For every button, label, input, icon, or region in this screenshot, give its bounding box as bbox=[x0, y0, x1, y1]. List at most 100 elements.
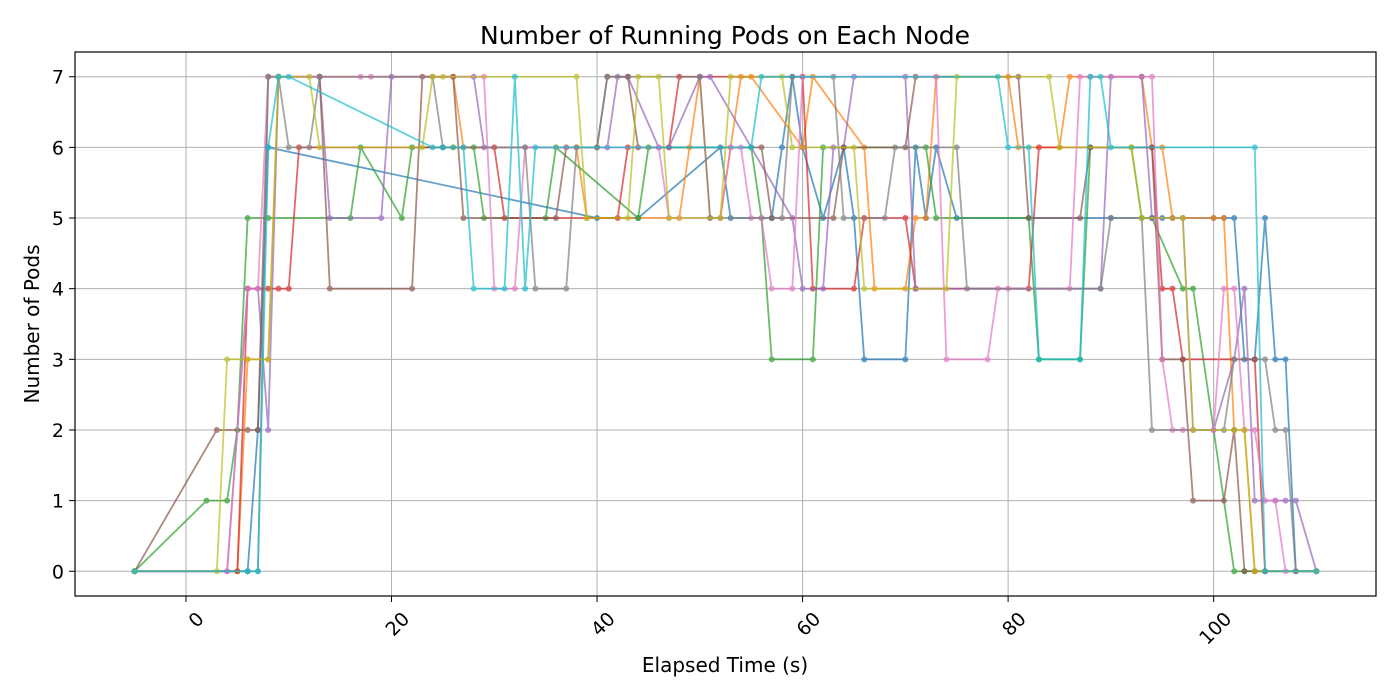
data-point bbox=[1056, 144, 1063, 151]
data-point bbox=[1097, 285, 1104, 292]
data-point bbox=[635, 215, 642, 222]
data-point bbox=[779, 215, 786, 222]
data-point bbox=[224, 497, 231, 504]
data-point bbox=[933, 215, 940, 222]
data-point bbox=[1292, 497, 1299, 504]
data-point bbox=[265, 426, 272, 433]
data-point bbox=[779, 144, 786, 151]
data-point bbox=[1077, 73, 1084, 80]
data-point bbox=[943, 285, 950, 292]
data-point bbox=[1251, 497, 1258, 504]
data-point bbox=[696, 73, 703, 80]
data-point bbox=[224, 356, 231, 363]
data-point bbox=[244, 426, 251, 433]
data-point bbox=[1179, 215, 1186, 222]
data-point bbox=[1138, 215, 1145, 222]
y-tick-label: 6 bbox=[52, 137, 64, 159]
data-point bbox=[511, 285, 518, 292]
data-point bbox=[1251, 144, 1258, 151]
data-point bbox=[809, 356, 816, 363]
data-point bbox=[265, 144, 272, 151]
data-point bbox=[1066, 73, 1073, 80]
data-point bbox=[254, 568, 261, 575]
data-point bbox=[429, 144, 436, 151]
data-point bbox=[1107, 144, 1114, 151]
data-point bbox=[624, 215, 631, 222]
data-point bbox=[1251, 426, 1258, 433]
data-point bbox=[922, 215, 929, 222]
chart-title: Number of Running Pods on Each Node bbox=[480, 21, 970, 50]
data-point bbox=[861, 285, 868, 292]
y-tick-label: 1 bbox=[52, 491, 64, 513]
data-point bbox=[1046, 73, 1053, 80]
data-point bbox=[768, 356, 775, 363]
data-point bbox=[244, 215, 251, 222]
data-point bbox=[1251, 568, 1258, 575]
data-point bbox=[727, 73, 734, 80]
data-point bbox=[840, 215, 847, 222]
data-point bbox=[583, 215, 590, 222]
data-point bbox=[254, 426, 261, 433]
data-point bbox=[1035, 144, 1042, 151]
data-point bbox=[511, 73, 518, 80]
data-point bbox=[522, 144, 529, 151]
data-point bbox=[275, 73, 282, 80]
y-tick-label: 0 bbox=[52, 561, 64, 583]
series-10 bbox=[131, 73, 1320, 575]
x-axis-label: Elapsed Time (s) bbox=[642, 653, 808, 677]
data-point bbox=[522, 285, 529, 292]
data-point bbox=[1148, 426, 1155, 433]
data-point bbox=[460, 215, 467, 222]
data-point bbox=[861, 356, 868, 363]
data-point bbox=[902, 215, 909, 222]
y-tick-label: 7 bbox=[52, 67, 64, 89]
data-point bbox=[1077, 215, 1084, 222]
data-point bbox=[604, 73, 611, 80]
data-point bbox=[953, 144, 960, 151]
data-point bbox=[1262, 568, 1269, 575]
data-point bbox=[1220, 285, 1227, 292]
data-point bbox=[912, 215, 919, 222]
data-point bbox=[943, 356, 950, 363]
data-point bbox=[635, 73, 642, 80]
data-point bbox=[1097, 73, 1104, 80]
data-point bbox=[1272, 497, 1279, 504]
data-point bbox=[707, 73, 714, 80]
data-point bbox=[1282, 497, 1289, 504]
plot-frame bbox=[74, 51, 1377, 597]
data-point bbox=[1231, 568, 1238, 575]
data-point bbox=[1025, 215, 1032, 222]
data-point bbox=[1231, 285, 1238, 292]
data-point bbox=[501, 285, 508, 292]
data-point bbox=[1025, 144, 1032, 151]
y-tick-label: 5 bbox=[52, 208, 64, 230]
data-point bbox=[306, 73, 313, 80]
series-layer bbox=[131, 73, 1320, 575]
data-point bbox=[1313, 568, 1320, 575]
data-point bbox=[1159, 285, 1166, 292]
data-point bbox=[1241, 568, 1248, 575]
data-point bbox=[1148, 73, 1155, 80]
data-point bbox=[1231, 356, 1238, 363]
y-axis-ticks: 0 1 2 3 4 5 6 7 bbox=[52, 67, 75, 583]
data-point bbox=[902, 356, 909, 363]
data-point bbox=[460, 144, 467, 151]
data-point bbox=[285, 144, 292, 151]
data-point bbox=[1282, 426, 1289, 433]
data-point bbox=[1272, 426, 1279, 433]
y-tick-label: 4 bbox=[52, 279, 64, 301]
data-point bbox=[1231, 426, 1238, 433]
data-point bbox=[439, 144, 446, 151]
series-line bbox=[133, 75, 1317, 573]
data-point bbox=[758, 73, 765, 80]
data-point bbox=[1231, 215, 1238, 222]
data-point bbox=[244, 568, 251, 575]
data-point bbox=[306, 144, 313, 151]
data-point bbox=[892, 144, 899, 151]
data-point bbox=[1190, 497, 1197, 504]
data-point bbox=[789, 144, 796, 151]
data-point bbox=[830, 215, 837, 222]
data-point bbox=[1220, 215, 1227, 222]
data-point bbox=[213, 426, 220, 433]
